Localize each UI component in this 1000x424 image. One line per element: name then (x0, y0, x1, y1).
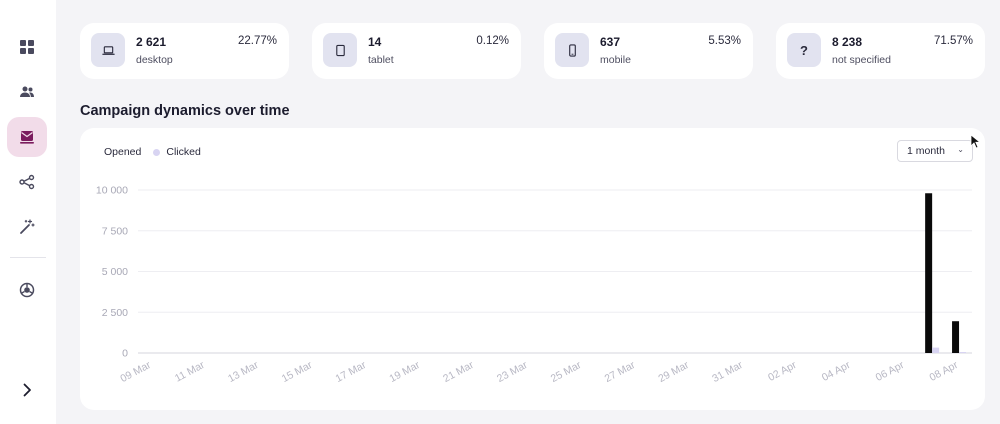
chart-card: Opened Clicked 1 month ⌄ 0 2 500 5 000 7 50… (80, 128, 985, 410)
mobile-icon (568, 43, 576, 57)
stat-label: not specified (832, 54, 891, 66)
y-tick-label: 7 500 (102, 225, 128, 237)
mail-icon (20, 131, 34, 144)
stat-percent: 22.77% (237, 35, 277, 47)
x-tick-label: 19 Mar (387, 359, 422, 385)
sidebar-item-tools[interactable] (7, 207, 47, 247)
x-tick-label: 02 Apr (766, 359, 799, 384)
users-icon (20, 86, 34, 97)
sidebar-item-campaigns[interactable] (7, 117, 47, 157)
bar-clicked-08-apr (959, 352, 967, 353)
stat-percent: 0.12% (476, 35, 509, 47)
sidebar-expand-button[interactable] (7, 370, 47, 410)
stat-icon-box (323, 33, 357, 67)
chart-legend: Opened Clicked (104, 146, 213, 158)
x-tick-label: 11 Mar (173, 359, 207, 385)
legend-label: Opened (104, 146, 142, 158)
x-tick-label: 21 Mar (441, 359, 476, 385)
period-select[interactable]: 1 month ⌄ (897, 140, 973, 162)
x-tick-label: 23 Mar (495, 359, 530, 385)
sidebar-item-dashboard[interactable] (7, 27, 47, 67)
stat-value: 2 621 (136, 35, 167, 49)
x-tick-label: 09 Mar (118, 359, 153, 385)
bar-opened-07-apr (925, 193, 933, 353)
stat-icon-box (91, 33, 125, 67)
campaign-chart: 0 2 500 5 000 7 500 10 000 09 Mar 11 Mar 13 Mar… (96, 185, 972, 385)
legend-item-clicked[interactable]: Clicked (153, 146, 201, 158)
x-tick-label: 08 Apr (928, 359, 961, 384)
question-icon: ? (787, 33, 821, 67)
stat-card-tablet: 14 tablet 0.12% (312, 23, 521, 79)
chevron-right-icon (23, 383, 31, 397)
stat-card-desktop: 2 621 desktop 22.77% (80, 23, 289, 79)
x-tick-label: 04 Apr (820, 359, 853, 384)
stat-value: 637 (600, 35, 621, 49)
x-tick-label: 13 Mar (226, 359, 261, 385)
stat-percent: 71.57% (933, 35, 973, 47)
legend-label: Clicked (166, 146, 201, 158)
laptop-icon (101, 45, 115, 55)
tablet-icon (335, 44, 345, 56)
globe-icon (19, 282, 35, 298)
sidebar-divider (10, 257, 46, 258)
x-tick-label: 06 Apr (874, 359, 907, 384)
x-tick-label: 25 Mar (549, 359, 584, 385)
x-tick-label: 15 Mar (280, 359, 315, 385)
x-tick-label: 17 Mar (334, 359, 369, 385)
sidebar-item-audience[interactable] (7, 72, 47, 112)
sidebar-item-automation[interactable] (7, 162, 47, 202)
stat-label: desktop (136, 54, 173, 66)
y-tick-label: 5 000 (102, 266, 128, 278)
stat-label: mobile (600, 54, 631, 66)
grid-icon (20, 40, 34, 54)
chevron-down-icon: ⌄ (957, 145, 964, 154)
magic-wand-icon (20, 219, 35, 234)
stat-percent: 5.53% (708, 35, 741, 47)
sidebar-item-integrations[interactable] (7, 270, 47, 310)
stat-value: 8 238 (832, 35, 863, 49)
legend-item-opened[interactable]: Opened (104, 146, 141, 158)
stat-card-mobile: 637 mobile 5.53% (544, 23, 753, 79)
mouse-cursor-icon (970, 134, 982, 149)
bar-clicked-07-apr (932, 347, 940, 353)
stat-icon-box (555, 33, 589, 67)
y-tick-label: 2 500 (102, 307, 128, 319)
x-tick-label: 31 Mar (710, 359, 745, 385)
legend-dot (153, 148, 161, 156)
section-title: Campaign dynamics over time (80, 103, 290, 119)
y-tick-label: 10 000 (96, 185, 128, 197)
main-content: 2 621 desktop 22.77% 14 tablet 0.12% 637… (58, 6, 1000, 424)
y-tick-label: 0 (122, 348, 128, 360)
stat-card-not-specified: ? 8 238 not specified 71.57% (776, 23, 985, 79)
period-select-value: 1 month (907, 145, 945, 157)
bar-opened-08-apr (952, 321, 960, 353)
sidebar (0, 0, 56, 424)
workflow-icon (19, 174, 35, 190)
stat-value: 14 (368, 35, 382, 49)
stat-label: tablet (368, 54, 394, 66)
x-tick-label: 29 Mar (656, 359, 691, 385)
x-tick-label: 27 Mar (603, 359, 638, 385)
